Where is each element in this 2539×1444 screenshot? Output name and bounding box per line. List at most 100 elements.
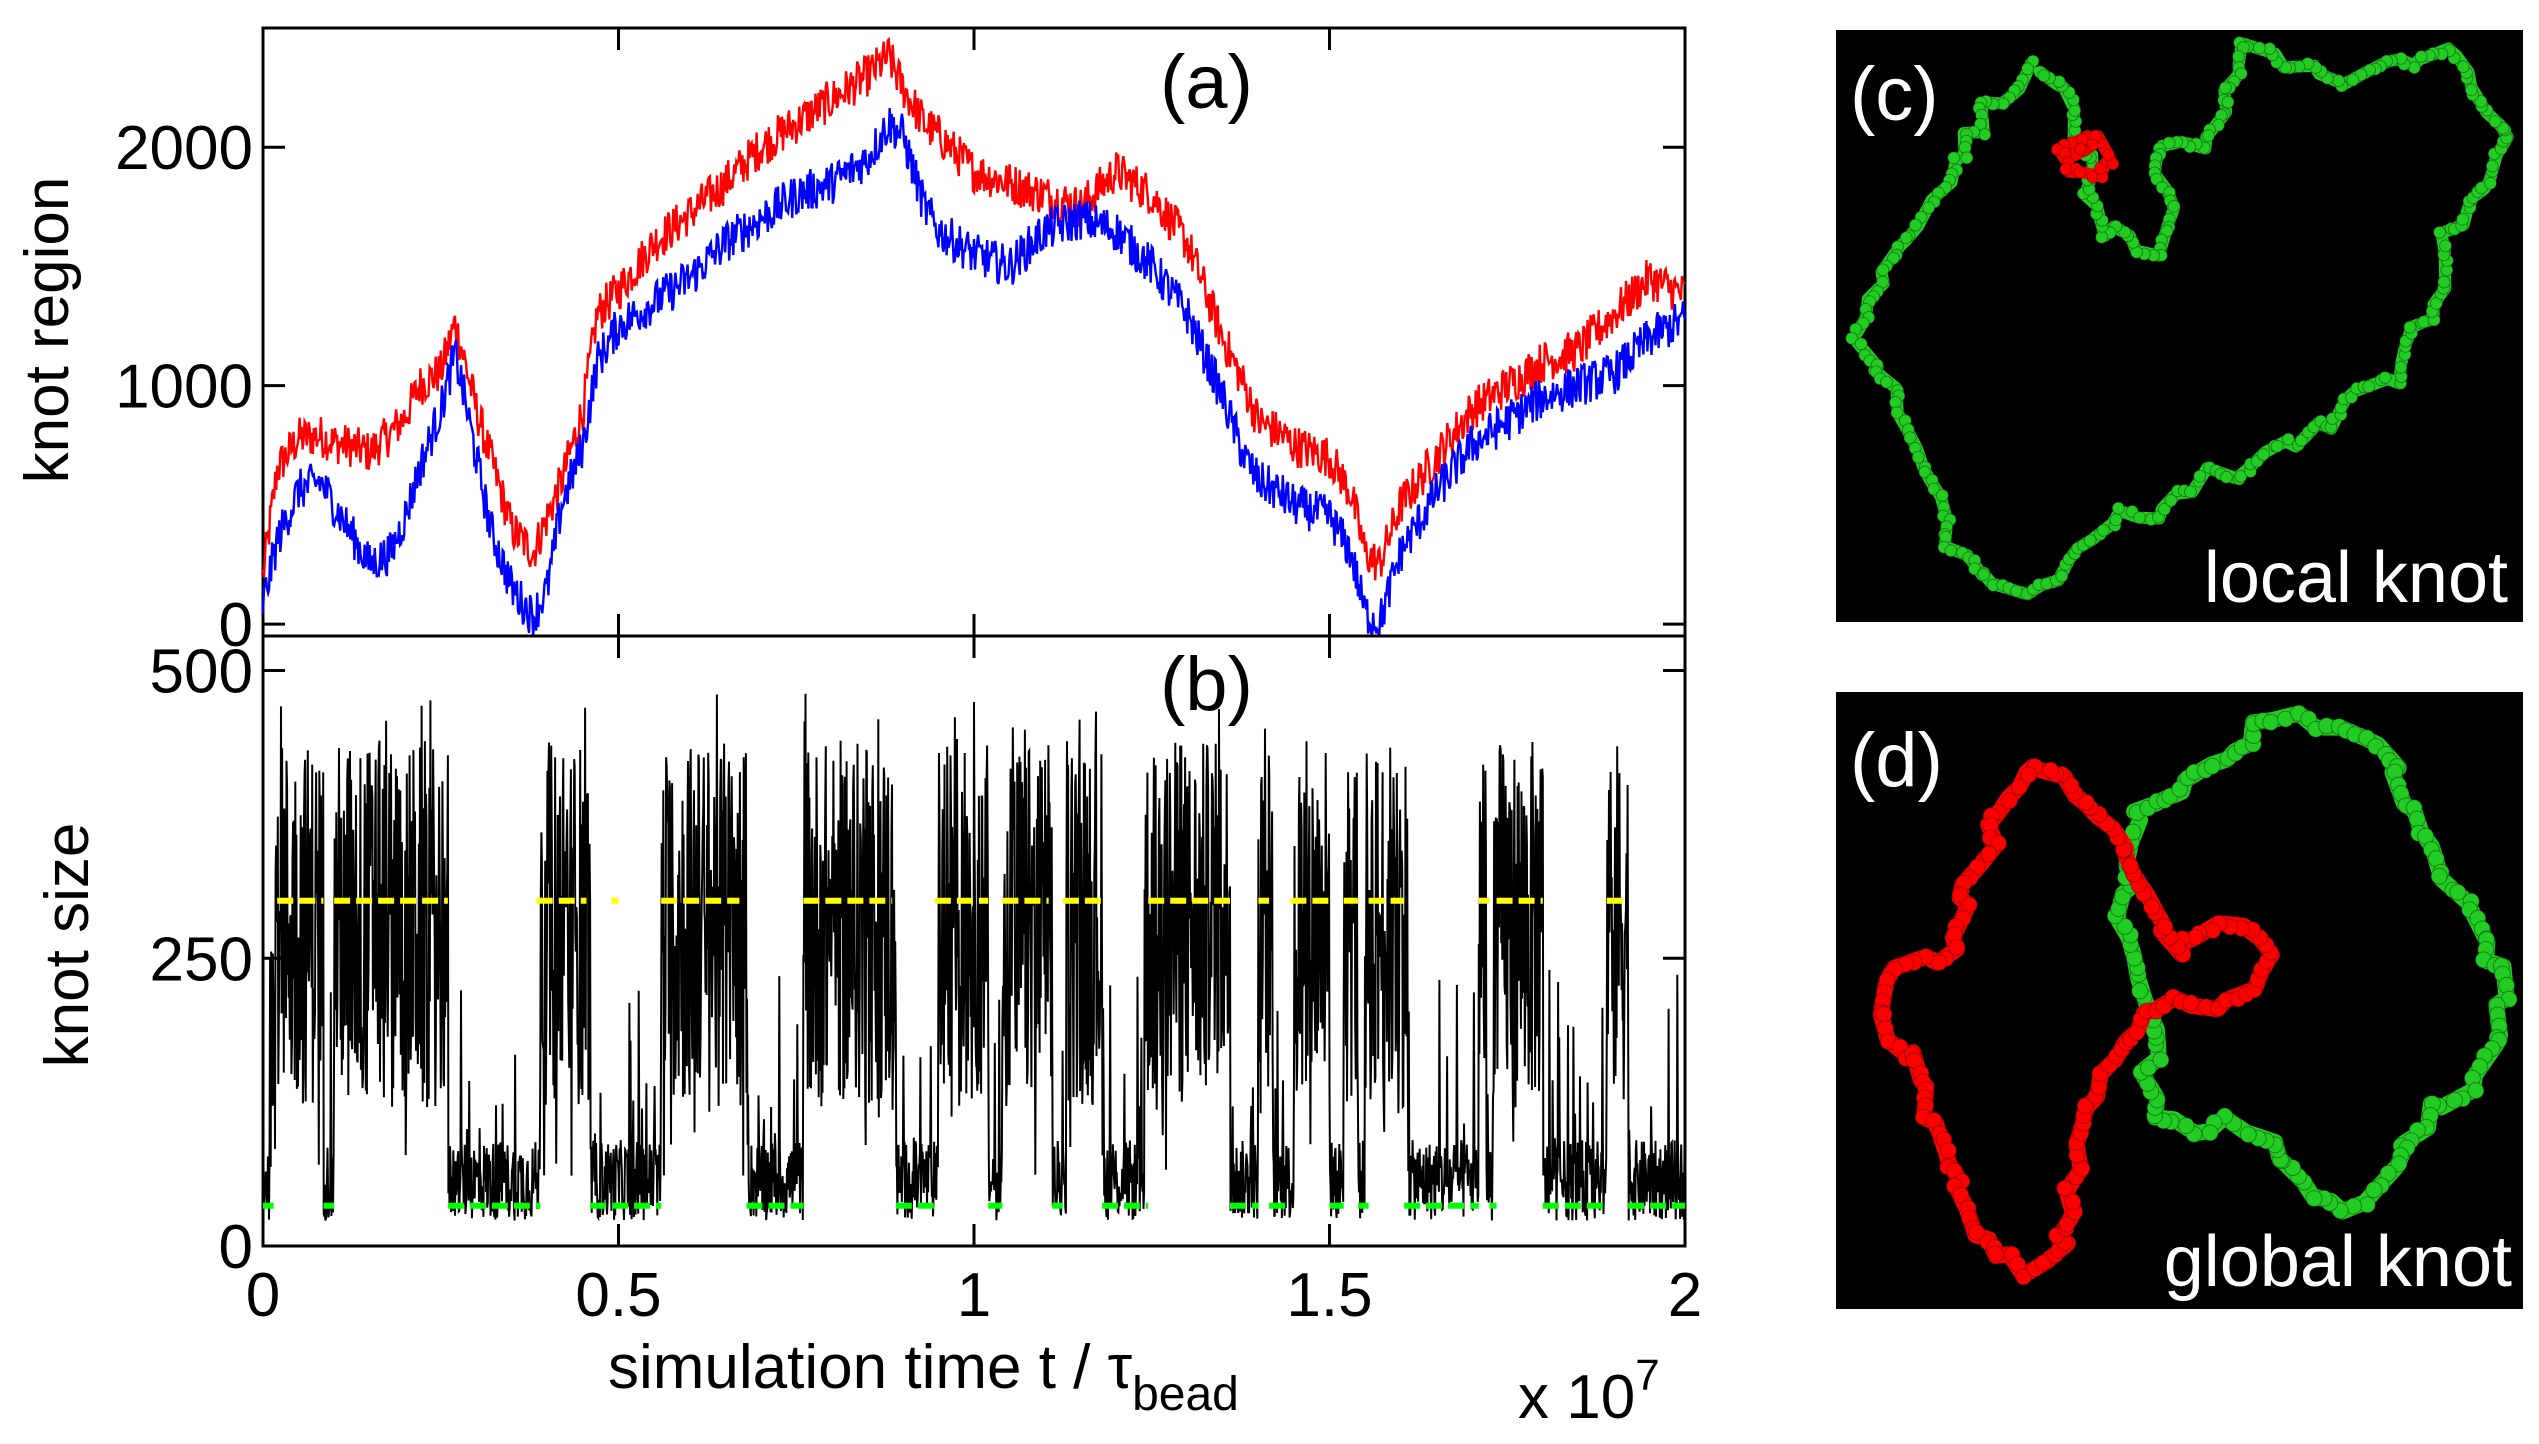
chain-bead bbox=[2152, 1051, 2170, 1069]
chain-bead bbox=[1927, 482, 1941, 496]
chain-bead bbox=[2034, 1254, 2052, 1272]
chain-bead bbox=[2083, 534, 2097, 548]
panel-a-series bbox=[261, 36, 1687, 637]
b-xtick-label: 1 bbox=[957, 1261, 991, 1330]
chain-bead bbox=[2143, 898, 2160, 916]
chain-bead bbox=[2262, 713, 2280, 731]
chain-bead bbox=[2232, 50, 2245, 63]
chain-bead bbox=[1960, 151, 1974, 165]
chain-bead bbox=[1977, 568, 1991, 582]
a-ytick-label: 0 bbox=[219, 591, 253, 660]
b-ytick-label: 250 bbox=[150, 925, 253, 994]
series-blue-line bbox=[261, 108, 1687, 637]
series-red-line bbox=[261, 36, 1686, 581]
chain-bead bbox=[2076, 1097, 2094, 1115]
chain-bead bbox=[2131, 982, 2149, 1000]
chain-bead bbox=[2408, 810, 2426, 828]
x-multiplier: x 107 bbox=[1518, 1351, 1660, 1432]
chain-bead bbox=[1952, 1186, 1970, 1204]
b-xtick-label: 1.5 bbox=[1286, 1261, 1372, 1330]
panel-c-caption: local knot bbox=[2204, 538, 2508, 618]
b-ytick-label: 500 bbox=[150, 638, 253, 707]
chain-bead bbox=[2498, 976, 2516, 994]
chain-bead bbox=[1854, 337, 1868, 351]
chain-bead bbox=[2252, 41, 2266, 55]
panel-d-caption: global knot bbox=[2164, 1222, 2512, 1302]
chain-bead bbox=[2156, 918, 2174, 936]
a-ytick-label: 2000 bbox=[115, 114, 253, 183]
chain-bead bbox=[2449, 883, 2467, 901]
chain-bead bbox=[1944, 544, 1958, 558]
chain-bead bbox=[1987, 1245, 2005, 1263]
chain-bead bbox=[2362, 380, 2376, 394]
chain-bead bbox=[2010, 778, 2028, 796]
chain-bead bbox=[2378, 371, 2392, 384]
chain-bead bbox=[2467, 1082, 2485, 1100]
b-xtick-label: 0.5 bbox=[575, 1261, 661, 1330]
chain-bead bbox=[2068, 104, 2082, 117]
b-xtick-label: 2 bbox=[1668, 1261, 1702, 1330]
chain-bead bbox=[2294, 433, 2308, 447]
chain-bead bbox=[2010, 584, 2023, 598]
chain-bead bbox=[2164, 494, 2178, 507]
chain-bead bbox=[1887, 251, 1900, 265]
chain-bead bbox=[2183, 485, 2197, 499]
chain-bead bbox=[2390, 1155, 2408, 1173]
a-ytick-label: 1000 bbox=[115, 353, 253, 422]
chain-bead bbox=[1947, 151, 1961, 165]
chain-bead bbox=[2474, 94, 2488, 108]
chain-bead bbox=[1903, 431, 1917, 445]
chain-bead bbox=[2118, 225, 2132, 239]
chain-bead bbox=[2055, 569, 2069, 583]
chain-bead bbox=[2270, 439, 2284, 453]
chain-bead bbox=[2234, 67, 2248, 81]
panel-a-label: (a) bbox=[1160, 40, 1253, 125]
chain-bead bbox=[1960, 896, 1978, 914]
chain-bead bbox=[1880, 375, 1894, 389]
chain-bead bbox=[2193, 469, 2207, 483]
chain-bead bbox=[2203, 757, 2221, 775]
chain-bead bbox=[2064, 1193, 2082, 1211]
chain-bead bbox=[1905, 1052, 1923, 1069]
chain-bead bbox=[2140, 1059, 2157, 1077]
chain-bead bbox=[2433, 225, 2446, 239]
chain-bead bbox=[2062, 776, 2080, 794]
chain-bead bbox=[2496, 121, 2510, 135]
chain-bead bbox=[1973, 117, 1987, 131]
chain-bead bbox=[2095, 230, 2109, 244]
chain-bead bbox=[2114, 888, 2132, 906]
chain-bead bbox=[2042, 761, 2060, 779]
chain-bead bbox=[2020, 766, 2038, 784]
chain-bead bbox=[1990, 834, 2008, 852]
chain-bead bbox=[2471, 1058, 2489, 1075]
panel-a: 0 1000 2000 (a) knot region bbox=[13, 26, 1687, 660]
chain-bead bbox=[2346, 73, 2360, 87]
chain-bead bbox=[1925, 1111, 1943, 1129]
chain-bead bbox=[2201, 1124, 2219, 1142]
chain-bead bbox=[2121, 857, 2139, 875]
chain-bead bbox=[2177, 1117, 2195, 1135]
chain-bead bbox=[2133, 511, 2147, 525]
chain-bead bbox=[2332, 74, 2346, 88]
chain-bead bbox=[2345, 390, 2359, 404]
chain-bead bbox=[1968, 1223, 1985, 1241]
chain-bead bbox=[1876, 263, 1890, 277]
chain-bead bbox=[2001, 792, 2018, 810]
panel-a-ylabel: knot region bbox=[13, 177, 82, 484]
panel-b-series bbox=[262, 693, 1686, 1222]
chain-bead bbox=[1935, 488, 1949, 502]
chain-bead bbox=[2111, 501, 2125, 515]
chain-bead bbox=[2204, 922, 2222, 939]
chain-bead bbox=[2305, 1190, 2323, 1208]
chain-bead bbox=[2077, 793, 2095, 811]
chain-bead bbox=[2056, 1179, 2074, 1197]
chain-bead bbox=[2403, 320, 2417, 334]
chain-bead bbox=[2102, 148, 2115, 162]
panel-d-label: (d) bbox=[1850, 718, 1943, 803]
panel-b: 0 250 500 0 0.5 1 1.5 2 (b) knot size simulatio… bbox=[33, 634, 1702, 1432]
chain-bead bbox=[2464, 83, 2478, 97]
chain-bead bbox=[2488, 115, 2502, 128]
chain-bead bbox=[2058, 1215, 2076, 1233]
chain-bead bbox=[1980, 845, 1998, 863]
chain-bead bbox=[2109, 513, 2123, 527]
